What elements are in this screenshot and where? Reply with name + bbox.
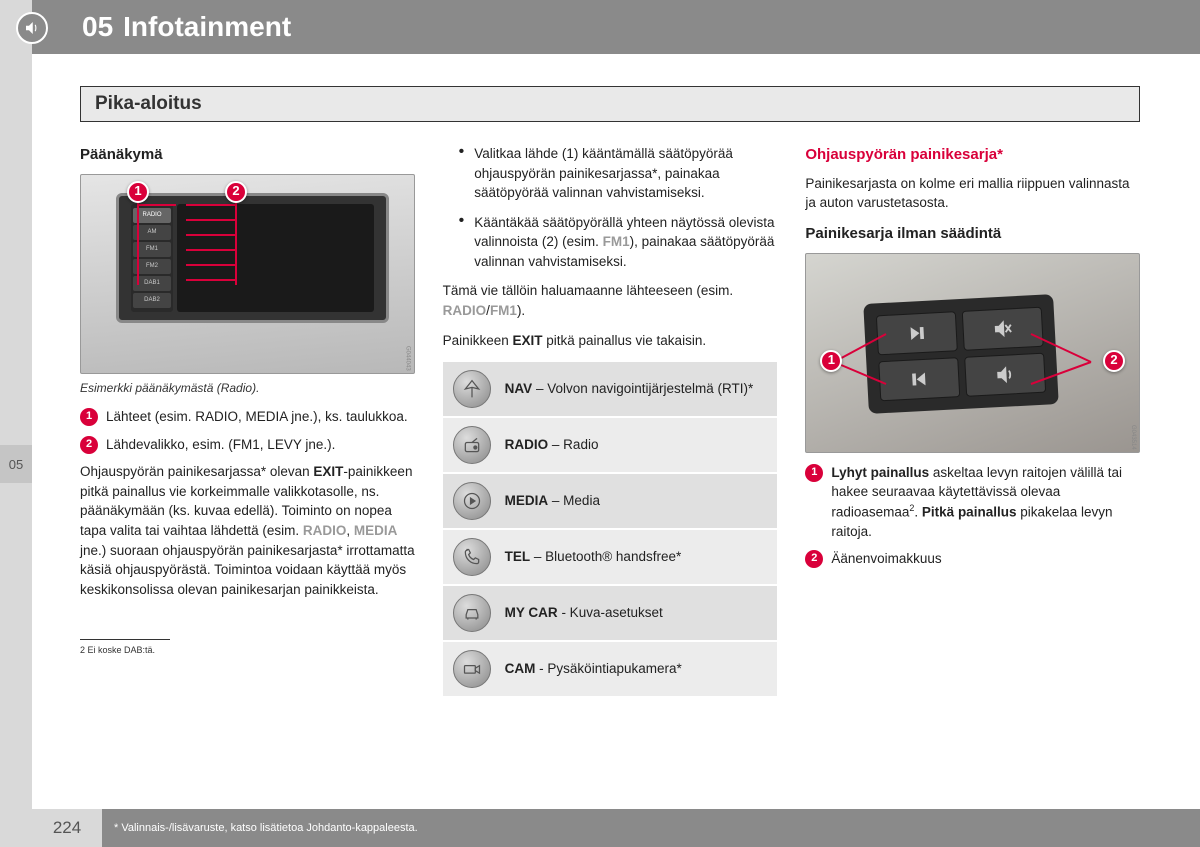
chapter-number: 05: [82, 11, 113, 43]
radio-icon: [453, 426, 491, 464]
num-circle-1: 1: [80, 408, 98, 426]
nav-icon: [453, 370, 491, 408]
table-row: MEDIA – Media: [443, 472, 778, 528]
source-table: NAV – Volvon navigointijärjestelmä (RTI)…: [443, 360, 778, 696]
bullet-2: Kääntäkää säätöpyörällä yhteen näytössä …: [443, 213, 778, 272]
num-circle-2: 2: [805, 550, 823, 568]
col2-para3: Painikkeen EXIT pitkä painallus vie taka…: [443, 331, 778, 351]
marker-2: 2: [1103, 350, 1125, 372]
table-row: NAV – Volvon navigointijärjestelmä (RTI)…: [443, 360, 778, 416]
footnote: 2 Ei koske DAB:tä.: [80, 644, 415, 657]
bullet-1: Valitkaa lähde (1) kääntämällä säätöpyör…: [443, 144, 778, 203]
col1-paragraph: Ohjauspyörän painikesarjassa* olevan EXI…: [80, 462, 415, 599]
fig-btn: DAB2: [133, 293, 171, 308]
marker-2: 2: [225, 181, 247, 203]
media-icon: [453, 482, 491, 520]
side-chapter-tab: 05: [0, 445, 32, 483]
phone-icon: [453, 538, 491, 576]
fig-btn: FM1: [133, 242, 171, 257]
footer-note: * Valinnais-/lisävaruste, katso lisätiet…: [102, 809, 1200, 847]
camera-icon: [453, 650, 491, 688]
list-item-1: 1 Lyhyt painallus askeltaa levyn raitoje…: [805, 463, 1140, 542]
fig-btn: FM2: [133, 259, 171, 274]
num-circle-1: 1: [805, 464, 823, 482]
image-code: G043514: [1128, 425, 1137, 450]
section-title: Pika-aloitus: [80, 86, 1140, 122]
fig-btn: RADIO: [133, 208, 171, 223]
figure-caption: Esimerkki päänäkymästä (Radio).: [80, 380, 415, 397]
col2-para2: Tämä vie tällöin haluamaanne lähteeseen …: [443, 281, 778, 320]
fig-btn: AM: [133, 225, 171, 240]
figure-main-view: RADIO AM FM1 FM2 DAB1 DAB2: [80, 174, 415, 374]
chapter-title: Infotainment: [123, 11, 291, 43]
list-item-2: 2 Lähdevalikko, esim. (FM1, LEVY jne.).: [80, 435, 415, 455]
marker-1: 1: [820, 350, 842, 372]
page-footer: 224 * Valinnais-/lisävaruste, katso lisä…: [32, 809, 1200, 847]
prev-track-icon: [879, 357, 961, 401]
fig-btn: DAB1: [133, 276, 171, 291]
col3-intro: Painikesarjasta on kolme eri mallia riip…: [805, 174, 1140, 213]
speaker-icon: [16, 12, 48, 44]
col1-heading: Päänäkymä: [80, 144, 415, 166]
table-row: TEL – Bluetooth® handsfree*: [443, 528, 778, 584]
marker-1: 1: [127, 181, 149, 203]
table-row: MY CAR - Kuva-asetukset: [443, 584, 778, 640]
page-number: 224: [32, 818, 102, 838]
car-icon: [453, 594, 491, 632]
mute-icon: [962, 306, 1044, 350]
image-code: G044043: [403, 346, 412, 371]
list-item-1: 1 Lähteet (esim. RADIO, MEDIA jne.), ks.…: [80, 407, 415, 427]
num-circle-2: 2: [80, 436, 98, 454]
next-track-icon: [876, 311, 958, 355]
chapter-header: 05 Infotainment: [32, 0, 1200, 54]
table-row: RADIO – Radio: [443, 416, 778, 472]
list-item-2: 2 Äänenvoimakkuus: [805, 549, 1140, 569]
col3-heading-red: Ohjauspyörän painikesarja*: [805, 144, 1140, 166]
table-row: CAM - Pysäköintiapukamera*: [443, 640, 778, 696]
volume-icon: [964, 352, 1046, 396]
col3-subheading: Painikesarja ilman säädintä: [805, 223, 1140, 245]
footnote-rule: [80, 639, 170, 640]
figure-keypad: 1 2 G043514: [805, 253, 1140, 453]
